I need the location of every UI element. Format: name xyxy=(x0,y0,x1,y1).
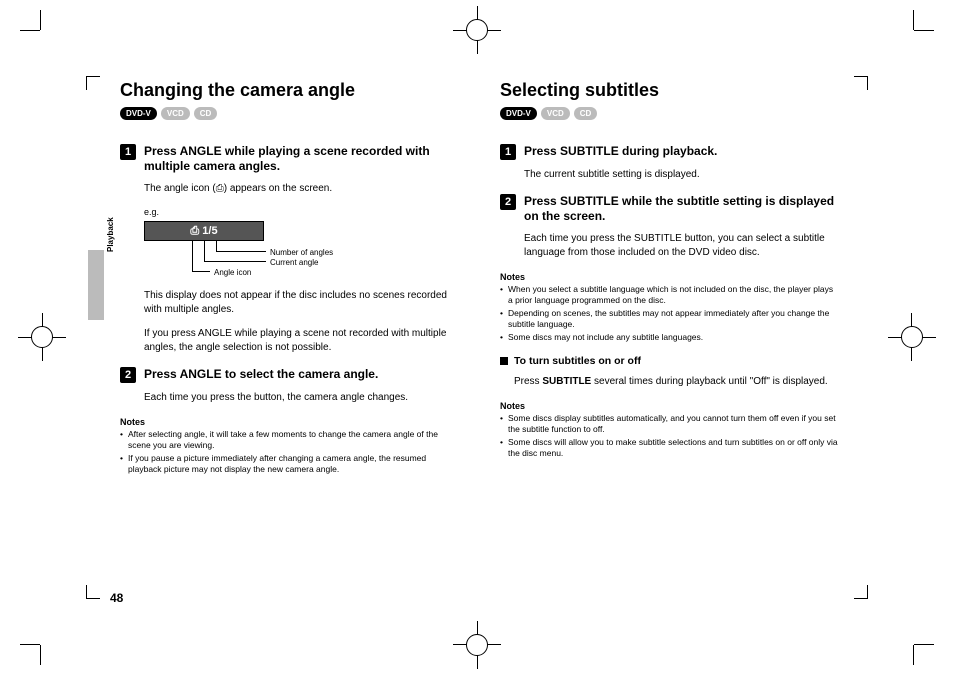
step-2-body: Each time you press the button, the came… xyxy=(144,391,460,405)
step-2r-body: Each time you press the SUBTITLE button,… xyxy=(524,232,840,260)
step-2r-p1: Each time you press the SUBTITLE button,… xyxy=(524,232,840,260)
step-2-title: Press ANGLE to select the camera angle. xyxy=(144,367,378,383)
step-num-icon: 2 xyxy=(500,194,516,210)
format-badges-right: DVD-V VCD CD xyxy=(500,107,840,120)
notes-list-right-1: When you select a subtitle language whic… xyxy=(500,284,840,343)
step-1-p2: This display does not appear if the disc… xyxy=(144,289,460,317)
step-1-body: The angle icon (⎙) appears on the screen… xyxy=(144,182,460,355)
step-2-left: 2 Press ANGLE to select the camera angle… xyxy=(120,367,460,383)
notes-heading: Notes xyxy=(120,417,460,427)
step-num-icon: 1 xyxy=(500,144,516,160)
notes-list-left: After selecting angle, it will take a fe… xyxy=(120,429,460,475)
notes-list-right-2: Some discs display subtitles automatical… xyxy=(500,413,840,459)
section-label: Playback xyxy=(106,217,115,252)
step-1-p1: The angle icon (⎙) appears on the screen… xyxy=(144,182,460,196)
section-tab xyxy=(88,250,104,320)
subheading-toggle: To turn subtitles on or off xyxy=(500,355,840,367)
step-2-p1: Each time you press the button, the came… xyxy=(144,391,460,405)
badge-vcd: VCD xyxy=(161,107,190,120)
step-1-p3: If you press ANGLE while playing a scene… xyxy=(144,327,460,355)
heading-camera-angle: Changing the camera angle xyxy=(120,80,460,101)
note-item: Some discs may not include any subtitle … xyxy=(500,332,840,343)
note-item: If you pause a picture immediately after… xyxy=(120,453,460,475)
step-1r-p1: The current subtitle setting is displaye… xyxy=(524,168,840,182)
step-1r-body: The current subtitle setting is displaye… xyxy=(524,168,840,182)
page-content: Changing the camera angle DVD-V VCD CD 1… xyxy=(120,80,840,610)
badge-cd: CD xyxy=(574,107,598,120)
note-item: After selecting angle, it will take a fe… xyxy=(120,429,460,451)
toggle-instruction: Press SUBTITLE several times during play… xyxy=(514,375,840,389)
step-num-icon: 2 xyxy=(120,367,136,383)
badge-cd: CD xyxy=(194,107,218,120)
step-1-right: 1 Press SUBTITLE during playback. xyxy=(500,144,840,160)
step-1-left: 1 Press ANGLE while playing a scene reco… xyxy=(120,144,460,174)
badge-dvdv: DVD-V xyxy=(500,107,537,120)
step-2r-title: Press SUBTITLE while the subtitle settin… xyxy=(524,194,840,224)
callout-angle-icon: Angle icon xyxy=(214,267,251,278)
notes-heading: Notes xyxy=(500,272,840,282)
square-bullet-icon xyxy=(500,357,508,365)
step-1-title: Press ANGLE while playing a scene record… xyxy=(144,144,460,174)
badge-dvdv: DVD-V xyxy=(120,107,157,120)
camera-angle-icon: ⎙ xyxy=(216,183,224,194)
step-2-right: 2 Press SUBTITLE while the subtitle sett… xyxy=(500,194,840,224)
format-badges-left: DVD-V VCD CD xyxy=(120,107,460,120)
badge-vcd: VCD xyxy=(541,107,570,120)
step-num-icon: 1 xyxy=(120,144,136,160)
page-number: 48 xyxy=(110,591,123,605)
camera-angle-icon: ⎙ xyxy=(190,225,199,237)
step-1r-title: Press SUBTITLE during playback. xyxy=(524,144,717,160)
column-right: Selecting subtitles DVD-V VCD CD 1 Press… xyxy=(500,80,840,477)
callout-current-angle: Current angle xyxy=(270,257,318,268)
angle-osd-diagram: ⎙ 1/5 Number of angles Current angle Ang… xyxy=(144,221,404,281)
note-item: Some discs will allow you to make subtit… xyxy=(500,437,840,459)
notes-heading: Notes xyxy=(500,401,840,411)
column-left: Changing the camera angle DVD-V VCD CD 1… xyxy=(120,80,460,477)
osd-box: ⎙ 1/5 xyxy=(144,221,264,241)
note-item: When you select a subtitle language whic… xyxy=(500,284,840,306)
example-label: e.g. xyxy=(144,206,460,219)
heading-subtitles: Selecting subtitles xyxy=(500,80,840,101)
note-item: Some discs display subtitles automatical… xyxy=(500,413,840,435)
note-item: Depending on scenes, the subtitles may n… xyxy=(500,308,840,330)
